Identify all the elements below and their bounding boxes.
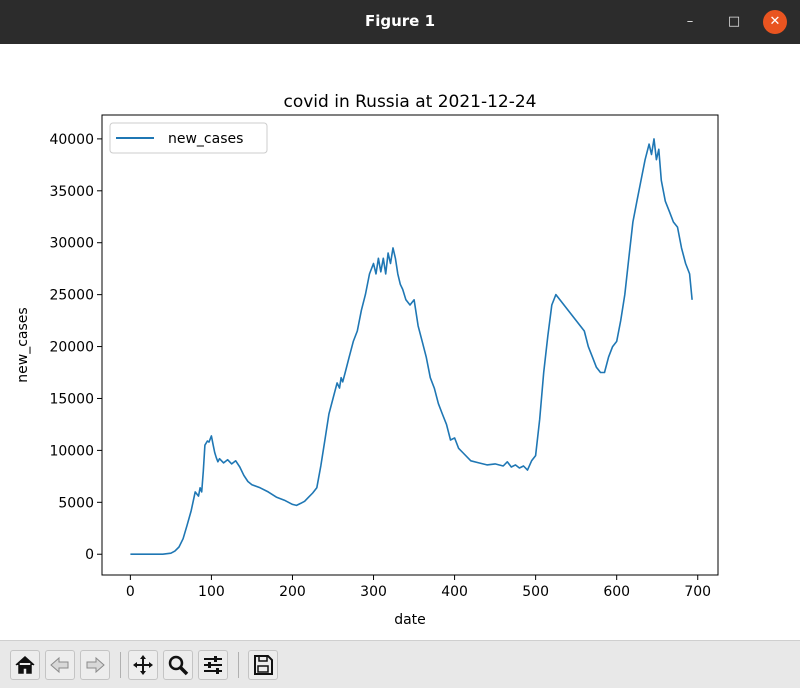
- toolbar: [0, 640, 800, 688]
- x-tick-label: 700: [684, 584, 711, 600]
- y-tick-label: 20000: [49, 340, 94, 356]
- y-tick-label: 0: [85, 547, 94, 563]
- forward-button[interactable]: [80, 650, 110, 680]
- configure-subplots-button[interactable]: [198, 650, 228, 680]
- window-titlebar: Figure 1 – □ ✕: [0, 0, 800, 44]
- sliders-icon: [204, 656, 222, 674]
- chart-title: covid in Russia at 2021-12-24: [284, 92, 537, 112]
- chart: covid in Russia at 2021-12-24 date new_c…: [15, 92, 719, 628]
- window-title: Figure 1: [364, 12, 436, 30]
- series-line-new-cases: [130, 138, 693, 555]
- y-tick-label: 25000: [49, 288, 94, 304]
- zoom-icon: [168, 655, 189, 676]
- y-axis-label: new_cases: [15, 307, 31, 382]
- y-tick-label: 35000: [49, 184, 94, 200]
- zoom-button[interactable]: [163, 650, 193, 680]
- axes-frame: [101, 114, 719, 576]
- y-tick-label: 30000: [49, 236, 94, 252]
- x-tick-label: 400: [441, 584, 468, 600]
- home-icon: [15, 655, 35, 674]
- y-tick-label: 10000: [49, 443, 94, 459]
- y-tick-label: 15000: [49, 391, 94, 407]
- minimize-button[interactable]: –: [686, 14, 694, 29]
- x-tick-label: 0: [126, 584, 135, 600]
- back-button[interactable]: [45, 650, 75, 680]
- arrow-left-icon: [50, 656, 69, 674]
- legend: new_cases: [109, 122, 268, 154]
- x-axis-label: date: [394, 612, 426, 628]
- y-tick-label: 5000: [58, 495, 94, 511]
- figure-canvas[interactable]: covid in Russia at 2021-12-24 date new_c…: [0, 44, 800, 640]
- toolbar-separator: [238, 652, 239, 678]
- x-tick-label: 500: [522, 584, 549, 600]
- close-button[interactable]: ✕: [763, 10, 787, 34]
- x-tick-label: 300: [360, 584, 387, 600]
- save-button[interactable]: [248, 650, 278, 680]
- move-icon: [133, 655, 153, 675]
- x-tick-label: 200: [279, 584, 306, 600]
- y-tick-label: 40000: [49, 132, 94, 148]
- save-icon: [254, 655, 273, 675]
- pan-button[interactable]: [128, 650, 158, 680]
- x-tick-label: 600: [603, 584, 630, 600]
- home-button[interactable]: [10, 650, 40, 680]
- x-tick-label: 100: [198, 584, 225, 600]
- maximize-button[interactable]: □: [727, 14, 741, 29]
- arrow-right-icon: [86, 656, 105, 674]
- toolbar-separator: [120, 652, 121, 678]
- legend-label: new_cases: [168, 131, 243, 147]
